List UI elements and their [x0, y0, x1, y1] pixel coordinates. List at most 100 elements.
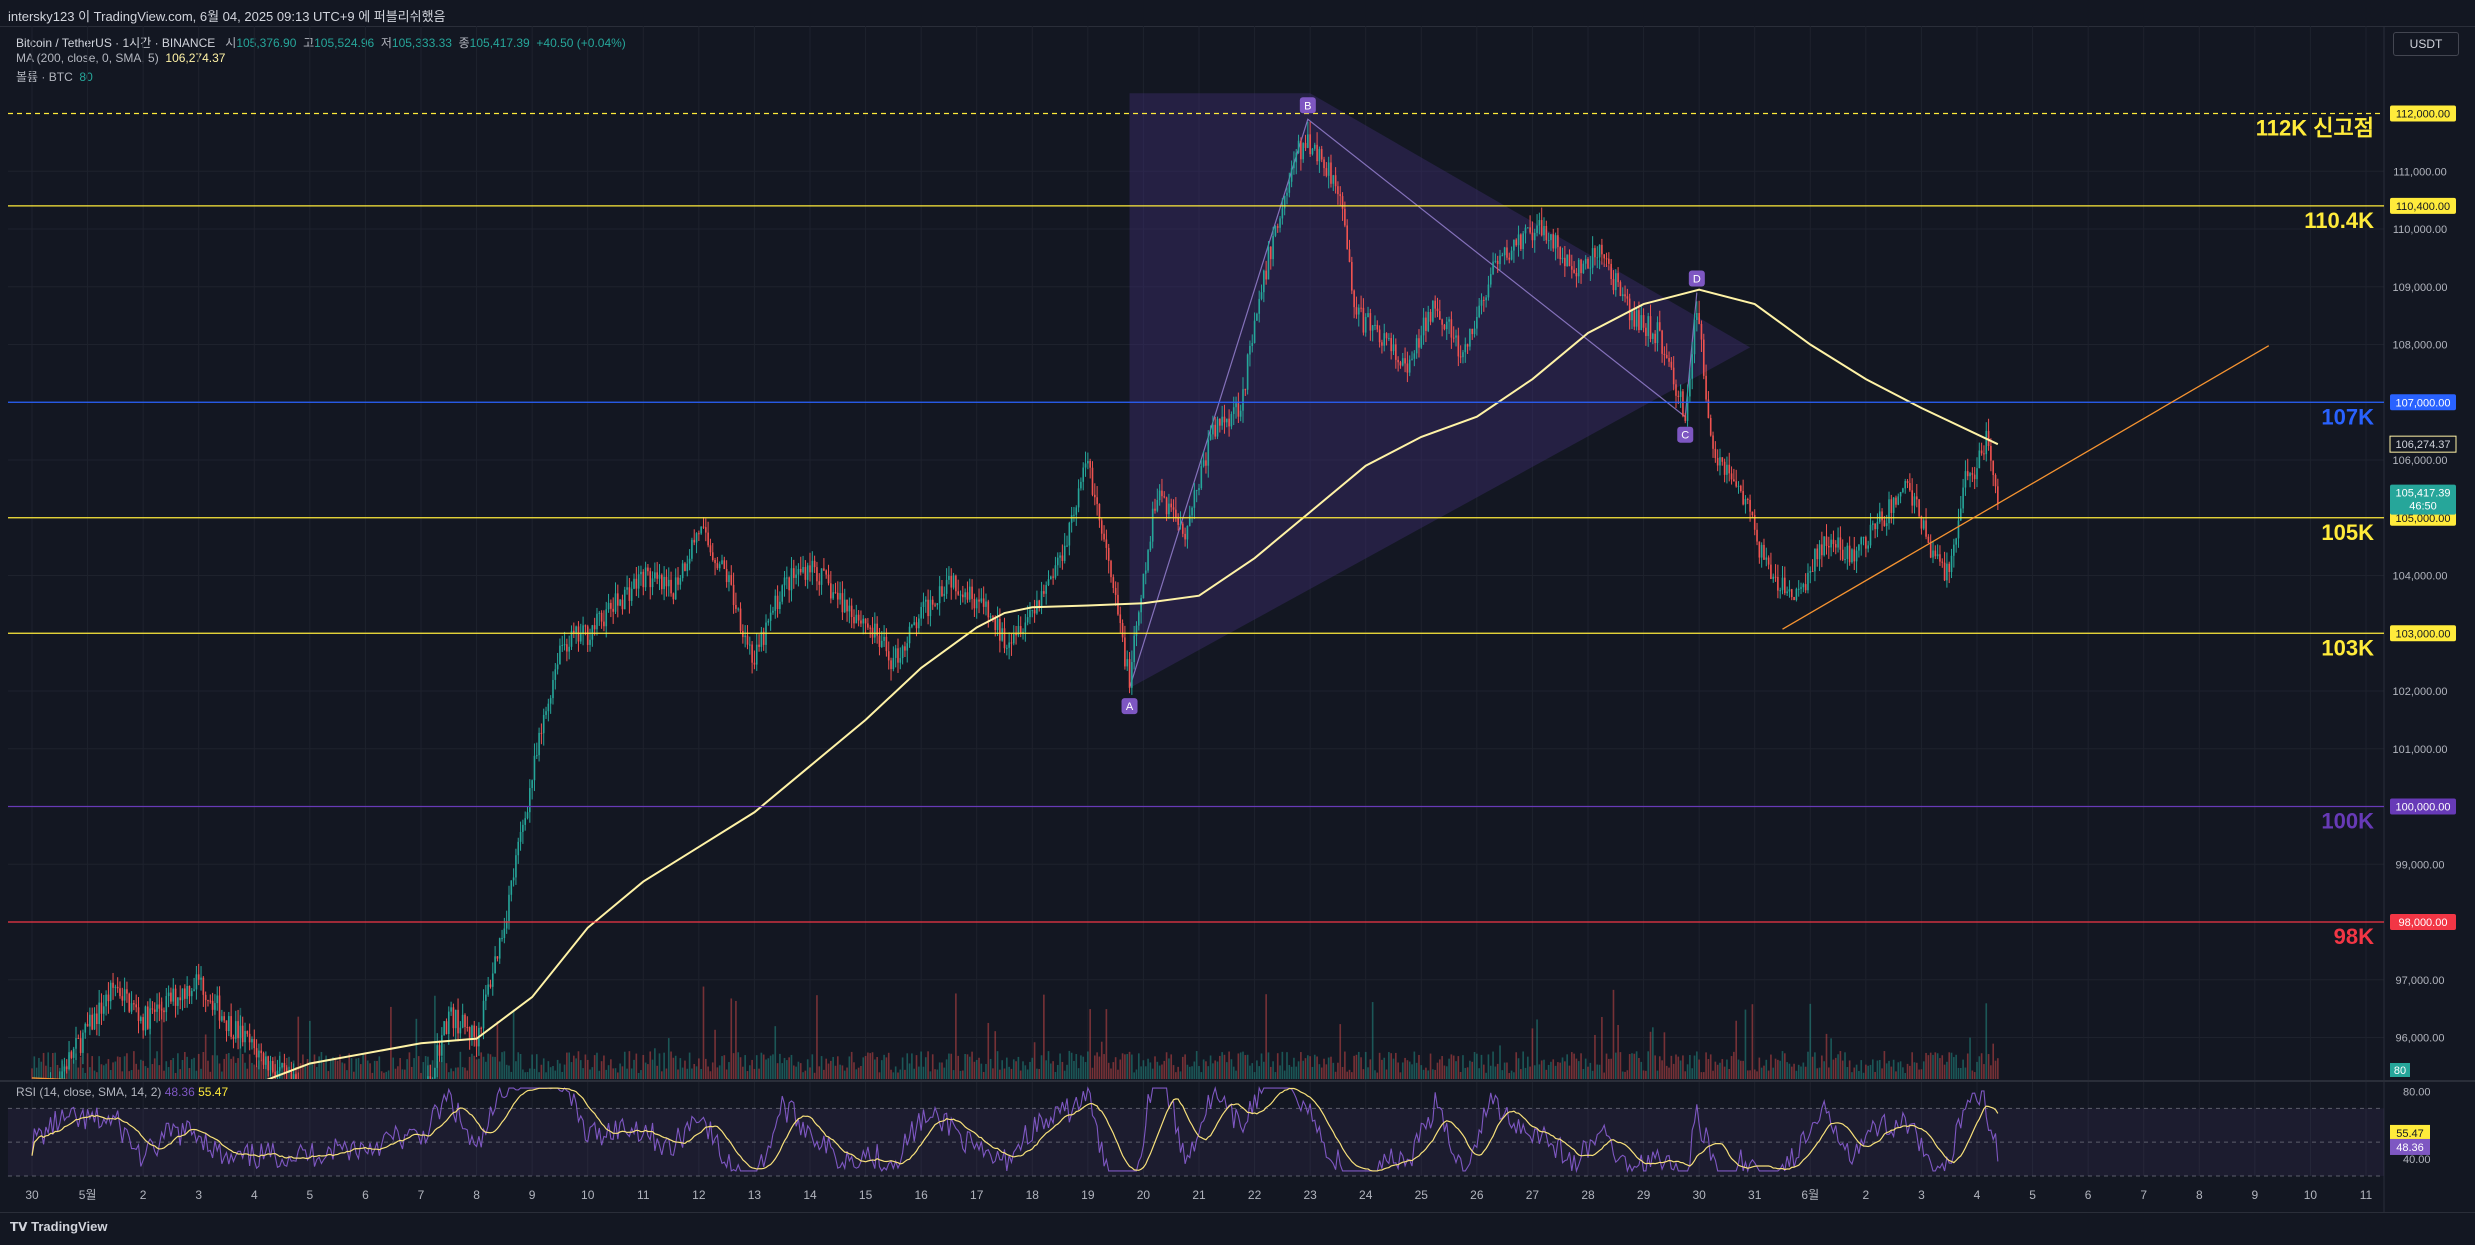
candle-body — [459, 1027, 462, 1034]
volume-bar — [1161, 1064, 1163, 1079]
candle-body — [1096, 497, 1098, 504]
candle-body — [1397, 359, 1399, 363]
candle-body — [1760, 544, 1763, 558]
volume-bar — [408, 1052, 411, 1079]
time-tick: 25 — [1415, 1188, 1429, 1202]
volume-bar — [1091, 1067, 1094, 1079]
volume-bar — [438, 1061, 441, 1079]
volume-bar — [806, 1059, 809, 1079]
volume-bar — [790, 1054, 793, 1079]
candle-body — [1985, 430, 1988, 455]
volume-bar — [1779, 1060, 1781, 1079]
volume-bar — [325, 1055, 327, 1079]
volume-bar — [1295, 1066, 1298, 1079]
volume-bar — [1283, 1070, 1286, 1079]
volume-bar — [1096, 1052, 1098, 1079]
volume-bar — [670, 1051, 672, 1079]
volume-bar — [230, 1058, 232, 1079]
volume-bar — [924, 1057, 927, 1079]
candle-body — [1649, 316, 1652, 339]
candle-body — [876, 623, 878, 636]
candle-body — [344, 1102, 346, 1127]
volume-bar — [1939, 1058, 1941, 1079]
volume-legend[interactable]: 볼륨 · BTC 80 — [16, 68, 93, 85]
candle-body — [1200, 466, 1203, 489]
candle-body — [547, 703, 550, 712]
price-axis[interactable]: 96,000.0097,000.0098,000.0099,000.00100,… — [2389, 105, 2457, 1078]
volume-bar — [769, 1055, 772, 1079]
volume-bar — [568, 1052, 571, 1079]
volume-bar — [1455, 1061, 1457, 1079]
volume-bar — [746, 1071, 749, 1079]
candle-body — [1915, 496, 1918, 500]
volume-bar — [748, 1065, 751, 1079]
candle-body — [1506, 247, 1508, 258]
volume-bar — [1816, 1068, 1819, 1079]
candle-body — [1256, 313, 1258, 321]
volume-bar — [1429, 1053, 1432, 1079]
volume-bar — [329, 1059, 332, 1079]
volume-bar — [390, 1006, 392, 1079]
volume-bar — [221, 1071, 223, 1079]
low-value: 105,333.33 — [391, 36, 452, 50]
candle-body — [1763, 544, 1765, 560]
change-value: +40.50 (+0.04%) — [536, 36, 626, 50]
volume-bar — [1195, 1051, 1198, 1079]
tradingview-logo[interactable]: 𝗧𝗩 TradingView — [10, 1219, 107, 1234]
volume-bar — [417, 1056, 420, 1079]
candle-body — [1723, 461, 1726, 475]
candle-body — [1443, 324, 1446, 330]
candle-body — [1619, 282, 1622, 297]
time-tick: 20 — [1137, 1188, 1151, 1202]
candle-body — [348, 1127, 350, 1129]
candle-body — [1795, 588, 1798, 601]
volume-bar — [1019, 1070, 1022, 1079]
volume-bar — [1545, 1069, 1548, 1079]
candle-body — [184, 988, 186, 999]
symbol-legend[interactable]: Bitcoin / TetherUS · 1시간 · BINANCE 시105,… — [16, 34, 626, 51]
candle-body — [1737, 485, 1740, 487]
candle-body — [1552, 234, 1555, 249]
volume-bar — [1679, 1060, 1682, 1079]
candle-body — [1103, 533, 1105, 540]
volume-bar — [1802, 1062, 1805, 1079]
volume-bar — [318, 1056, 320, 1079]
candle-body — [1790, 589, 1793, 598]
candle-body — [1327, 162, 1330, 176]
volume-bar — [1811, 1056, 1814, 1079]
candle-body — [1445, 321, 1448, 330]
volume-bar — [376, 1060, 378, 1079]
candle-body — [292, 1074, 295, 1079]
candle-body — [328, 1107, 330, 1118]
volume-bar — [876, 1056, 878, 1079]
volume-bar — [1198, 1066, 1200, 1079]
volume-bar — [501, 1052, 503, 1079]
candle-body — [1816, 548, 1819, 560]
volume-bar — [1360, 1057, 1362, 1079]
currency-button[interactable]: USDT — [2393, 32, 2459, 56]
time-tick: 22 — [1248, 1188, 1262, 1202]
volume-bar — [1031, 1057, 1034, 1079]
volume-bar — [1003, 1068, 1006, 1079]
volume-bar — [1256, 1060, 1258, 1079]
candle-body — [1353, 290, 1355, 308]
ma-legend[interactable]: MA (200, close, 0, SMA, 5) 106,274.37 — [16, 51, 225, 65]
volume-bar — [540, 1064, 543, 1079]
candle-body — [1367, 313, 1369, 318]
volume-bar — [1594, 1034, 1596, 1079]
rsi-tag-text: 48.36 — [2396, 1142, 2424, 1154]
candle-body — [1239, 410, 1242, 417]
volume-bar — [311, 1064, 313, 1079]
price-tick: 96,000.00 — [2396, 1033, 2445, 1045]
candle-body — [1658, 322, 1661, 331]
time-axis[interactable]: 30 5월 2 3 4 5 6 7 8 9 10 11 12 13 14 15 16 17 18 19 20 21 22 23… — [25, 1188, 2372, 1202]
level-label: 100K — [2321, 809, 2374, 834]
volume-bar — [339, 1054, 341, 1079]
volume-bar — [350, 1058, 353, 1079]
candle-body — [1920, 516, 1923, 529]
candle-body — [992, 616, 994, 618]
volume-bar — [783, 1057, 786, 1079]
volume-bar — [1121, 1053, 1124, 1079]
rsi-band — [8, 1108, 2384, 1176]
